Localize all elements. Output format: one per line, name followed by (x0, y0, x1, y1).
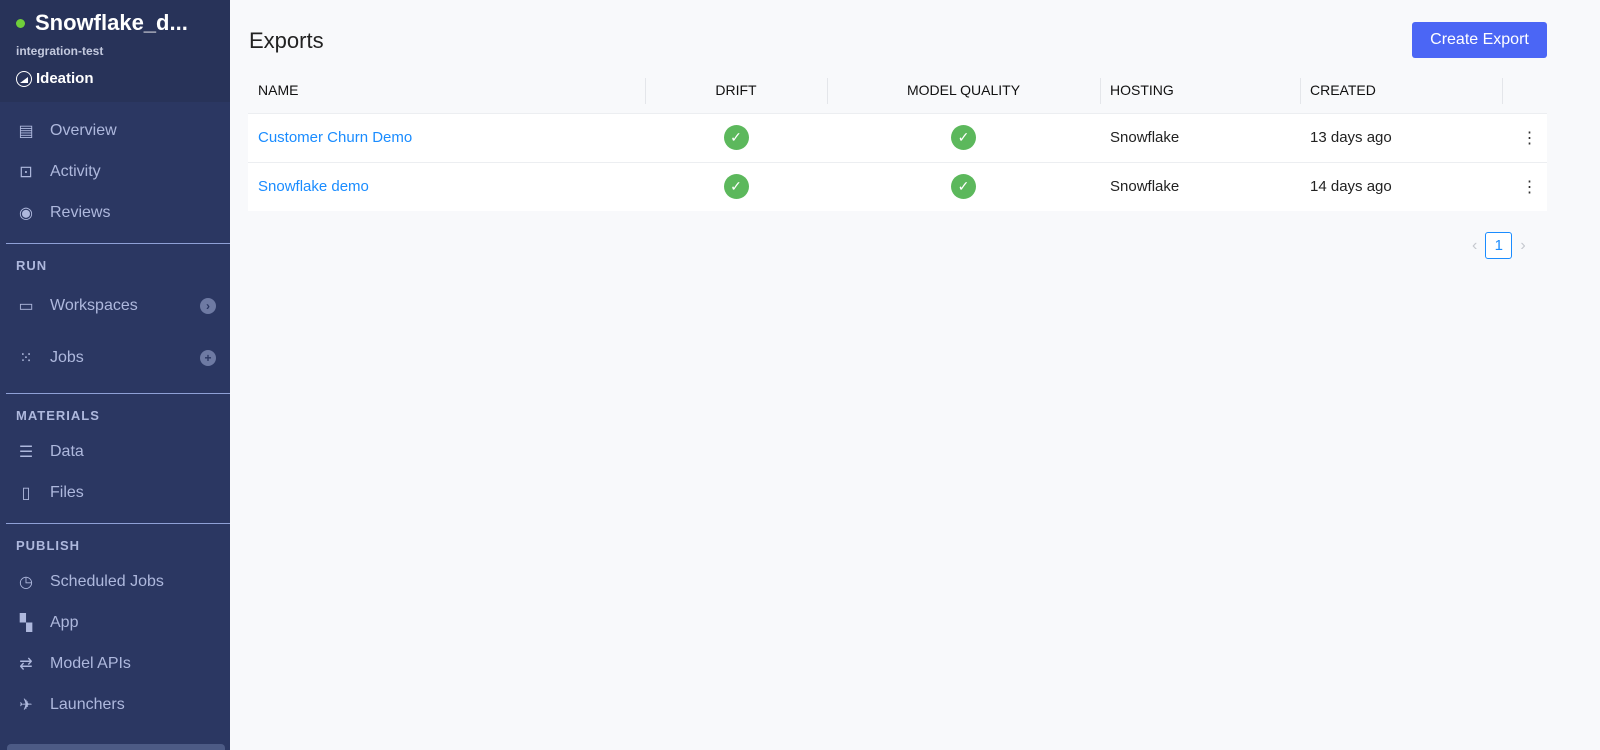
file-icon: ▯ (21, 484, 31, 502)
check-circle-icon: ✓ (951, 125, 976, 150)
sidebar-item-label: Reviews (50, 203, 111, 221)
overview-icon: ▤ (18, 122, 34, 140)
sidebar-item-label: Jobs (50, 349, 84, 366)
sidebar-item-label: Data (50, 442, 84, 460)
sidebar-item-model-apis[interactable]: ⇄ Model APIs (0, 643, 230, 684)
table-row: Snowflake demo ✓ ✓ Snowflake 14 days ago… (248, 161, 1547, 211)
divider (6, 393, 230, 394)
project-title: Snowflake_d... (35, 10, 188, 35)
project-header: Snowflake_d... integration-test Ideation (0, 0, 230, 102)
column-header-actions (1502, 68, 1547, 113)
column-header-hosting[interactable]: HOSTING (1100, 68, 1300, 113)
page-title: Exports (249, 28, 324, 53)
sidebar-item-workspaces[interactable]: ▭ Workspaces › (0, 281, 230, 331)
sidebar-item-label: Workspaces (50, 297, 138, 314)
sidebar-item-label: App (50, 613, 79, 631)
spinner-icon: ⁙ (19, 350, 33, 367)
main-content: Exports Create Export NAME DRIFT MODEL Q… (230, 0, 1600, 750)
chevron-right-icon[interactable]: › (200, 298, 216, 314)
export-name-link[interactable]: Customer Churn Demo (258, 129, 413, 146)
sidebar-item-reviews[interactable]: ◉ Reviews (0, 192, 230, 233)
more-options-icon[interactable]: ⋮ (1502, 161, 1547, 211)
swap-icon: ⇄ (19, 655, 33, 673)
section-materials: MATERIALS (16, 408, 100, 423)
check-circle-icon: ✓ (951, 174, 976, 200)
section-run: RUN (16, 258, 48, 273)
sidebar-item-activity[interactable]: ⊡ Activity (0, 151, 230, 192)
column-header-model-quality[interactable]: MODEL QUALITY (827, 68, 1100, 113)
plus-icon[interactable]: + (200, 350, 216, 366)
more-options-icon[interactable]: ⋮ (1502, 112, 1547, 162)
sidebar-item-label: Files (50, 483, 84, 501)
hosting-cell: Snowflake (1100, 112, 1300, 162)
sidebar-item-launchers[interactable]: ✈ Launchers (0, 684, 230, 725)
check-circle-icon: ✓ (723, 125, 749, 150)
column-header-drift[interactable]: DRIFT (645, 68, 827, 113)
status-dot-icon (16, 18, 25, 28)
app-icon: ▚ (19, 614, 33, 632)
section-publish: PUBLISH (16, 538, 81, 553)
eye-icon: ◉ (19, 204, 33, 222)
divider (6, 243, 230, 244)
pagination: ‹ 1 › (1472, 232, 1526, 259)
sidebar-item-label: Launchers (50, 695, 125, 713)
exports-table: NAME DRIFT MODEL QUALITY HOSTING CREATED… (248, 68, 1547, 211)
hosting-cell: Snowflake (1100, 161, 1300, 211)
prev-page-icon[interactable]: ‹ (1472, 236, 1478, 254)
page-1-button[interactable]: 1 (1485, 232, 1513, 259)
sidebar-item-label: Scheduled Jobs (50, 572, 164, 590)
sidebar-item-overview[interactable]: ▤ Overview (0, 110, 230, 151)
export-name-link[interactable]: Snowflake demo (258, 178, 369, 196)
sidebar-item-app[interactable]: ▚ App (0, 602, 230, 643)
sidebar-item-label: Model APIs (50, 654, 131, 672)
divider (6, 523, 230, 524)
sidebar-item-data[interactable]: ☰ Data (0, 431, 230, 472)
created-cell: 13 days ago (1300, 112, 1502, 162)
create-export-button[interactable]: Create Export (1412, 22, 1547, 58)
created-cell: 14 days ago (1300, 161, 1502, 211)
clock-icon: ◷ (19, 573, 33, 591)
stage-label: Ideation (36, 70, 94, 87)
stage-icon (16, 70, 32, 87)
check-circle-icon: ✓ (723, 174, 749, 200)
sidebar-item-exports-active[interactable] (7, 744, 225, 750)
column-header-created[interactable]: CREATED (1300, 68, 1502, 113)
project-owner: integration-test (16, 44, 104, 58)
rocket-icon: ✈ (19, 696, 33, 714)
column-header-name[interactable]: NAME (258, 82, 299, 99)
sidebar-item-label: Activity (50, 162, 101, 180)
project-name[interactable]: Snowflake_d... (16, 10, 214, 36)
sidebar-item-scheduled-jobs[interactable]: ◷ Scheduled Jobs (0, 561, 230, 602)
database-icon: ☰ (18, 443, 34, 461)
next-page-icon[interactable]: › (1520, 236, 1526, 254)
table-row: Customer Churn Demo ✓ ✓ Snowflake 13 day… (248, 112, 1547, 162)
activity-icon: ⊡ (19, 163, 33, 181)
sidebar-item-files[interactable]: ▯ Files (0, 472, 230, 513)
sidebar-item-jobs[interactable]: ⁙ Jobs + (0, 331, 230, 385)
monitor-icon: ▭ (18, 298, 34, 315)
sidebar-item-label: Overview (50, 121, 117, 139)
sidebar: Snowflake_d... integration-test Ideation… (0, 0, 230, 750)
project-stage[interactable]: Ideation (16, 70, 214, 87)
